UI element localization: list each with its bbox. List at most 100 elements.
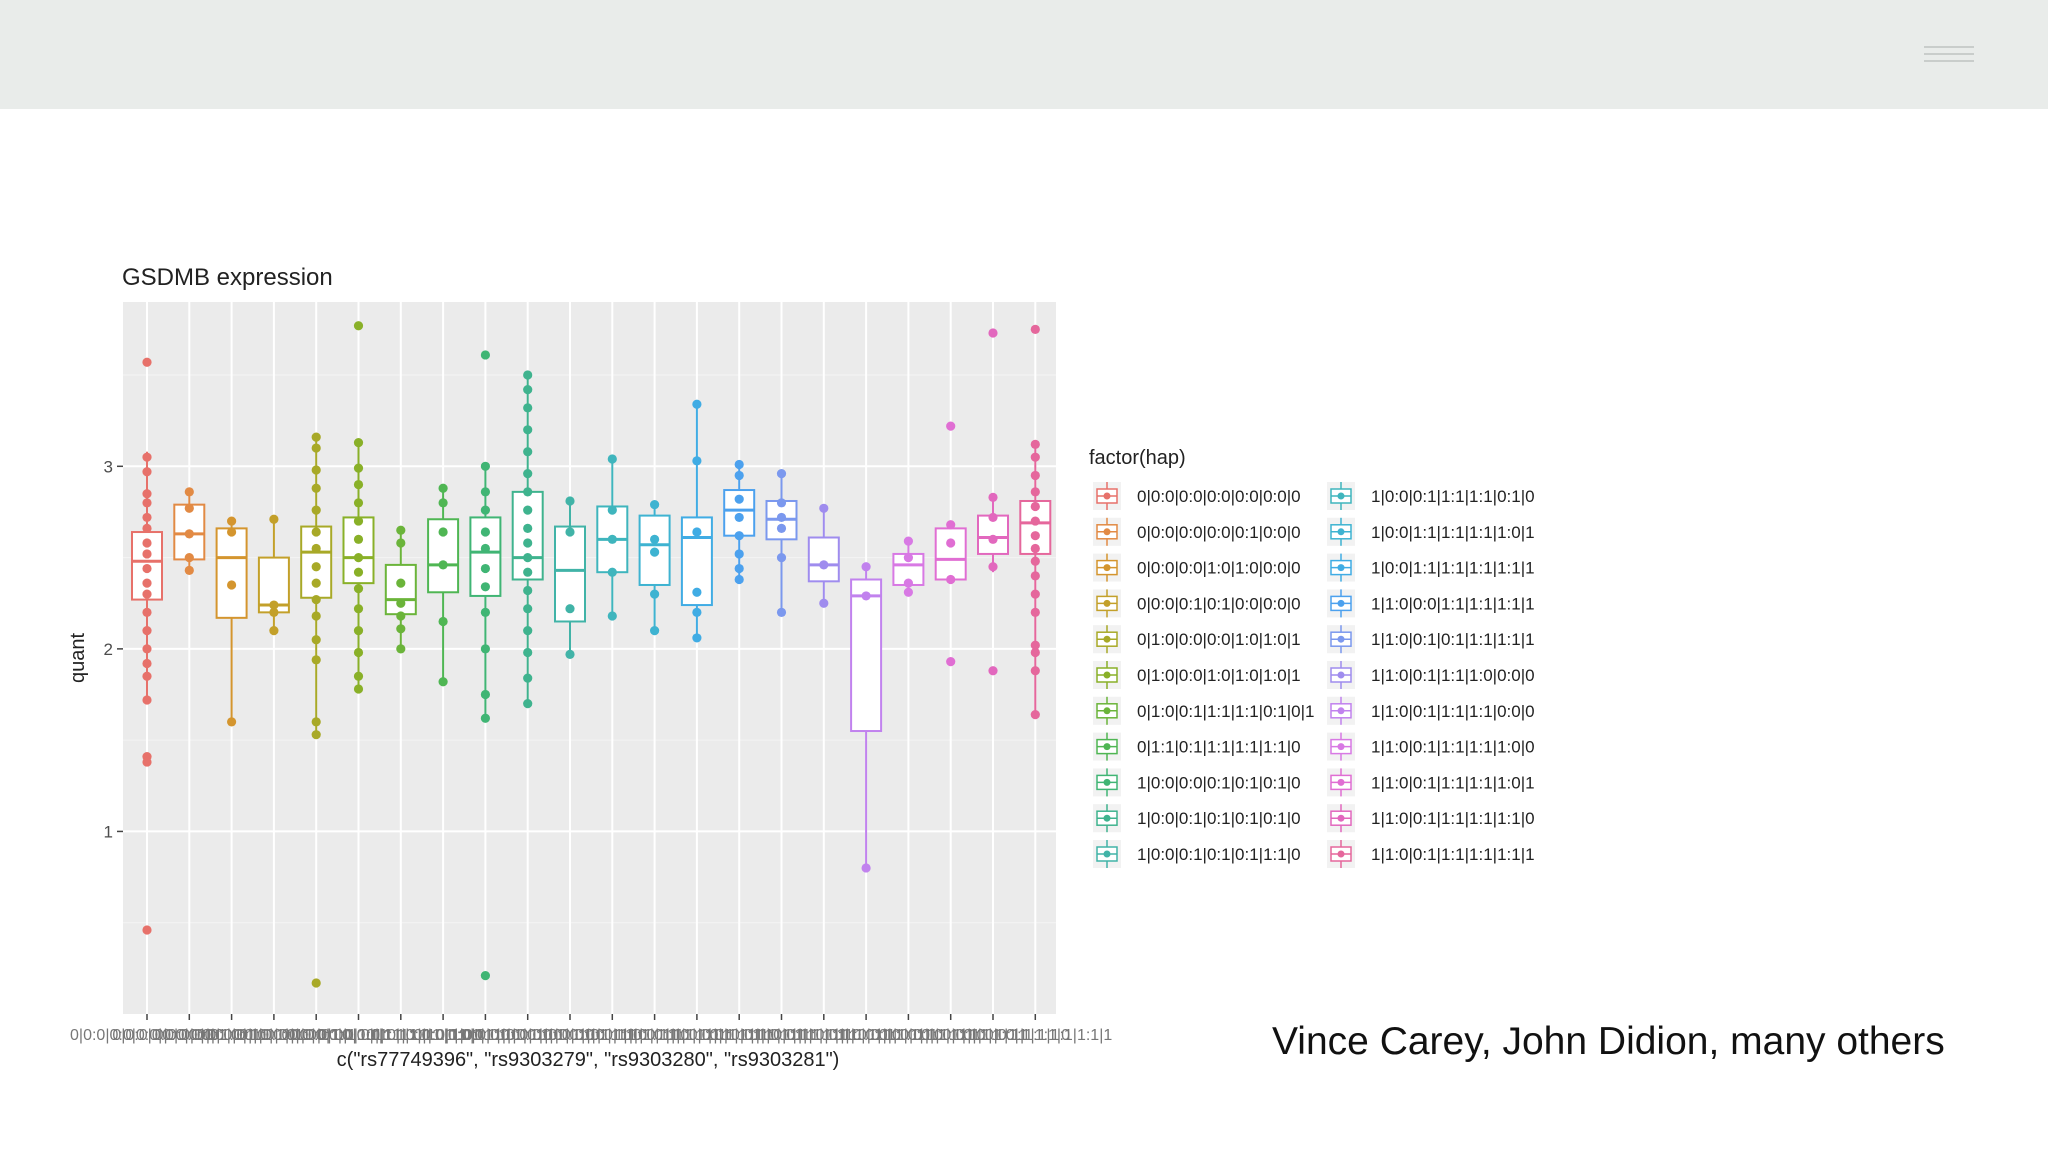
legend-label: 0|1:1|0:1|1:1|1:1|1:1|0 bbox=[1137, 738, 1301, 757]
data-point bbox=[523, 403, 533, 413]
data-point bbox=[523, 626, 533, 636]
x-tick-label: 0|0:0|0:0|0:0|0:0|0:0|0 bbox=[70, 1027, 224, 1044]
data-point bbox=[142, 578, 152, 588]
y-tick-label: 2 bbox=[104, 640, 113, 659]
data-point bbox=[523, 425, 533, 435]
data-point bbox=[903, 578, 914, 588]
data-point bbox=[311, 717, 321, 727]
data-point bbox=[311, 730, 321, 740]
credit-text: Vince Carey, John Didion, many others bbox=[1272, 1020, 1945, 1063]
data-point bbox=[1030, 543, 1040, 554]
data-point bbox=[142, 644, 152, 654]
data-point bbox=[438, 483, 448, 493]
data-point bbox=[311, 443, 321, 453]
data-point bbox=[1030, 470, 1040, 481]
data-point bbox=[523, 385, 533, 395]
data-point bbox=[269, 600, 279, 610]
box bbox=[934, 527, 967, 581]
data-point bbox=[438, 527, 448, 537]
data-point bbox=[184, 565, 194, 575]
data-point bbox=[311, 543, 321, 554]
data-point bbox=[142, 607, 152, 617]
data-point bbox=[650, 589, 660, 599]
data-point bbox=[692, 399, 702, 409]
legend-key-point bbox=[1103, 850, 1111, 858]
hamburger-menu-icon[interactable] bbox=[1924, 44, 1976, 66]
legend-key-point bbox=[1103, 671, 1111, 679]
data-point bbox=[480, 505, 490, 515]
data-point bbox=[734, 563, 744, 574]
x-tick-label: 1|0:0|0:1|0:1|0:1|1:1|0 bbox=[493, 1027, 647, 1044]
data-point bbox=[523, 523, 533, 533]
data-point bbox=[523, 673, 533, 683]
data-point bbox=[311, 432, 321, 442]
data-point bbox=[396, 644, 406, 654]
data-point bbox=[142, 549, 152, 559]
data-point bbox=[565, 527, 575, 537]
data-point bbox=[396, 578, 406, 588]
data-point bbox=[353, 437, 364, 448]
data-point bbox=[269, 607, 279, 617]
x-tick-label: 1|0:0|0:1|1:1|1:1|0:1|0 bbox=[535, 1027, 689, 1044]
data-point bbox=[650, 547, 660, 557]
data-point bbox=[523, 604, 533, 614]
legend-label: 1|1:0|0:0|1:1|1:1|1:1|1 bbox=[1371, 594, 1535, 613]
data-point bbox=[819, 503, 829, 513]
legend-label: 1|0:0|1:1|1:1|1:1|1:0|1 bbox=[1371, 523, 1535, 542]
data-point bbox=[269, 626, 279, 636]
data-point bbox=[523, 469, 533, 479]
data-point bbox=[438, 677, 448, 687]
data-point bbox=[184, 552, 194, 563]
x-tick-label: 1|0:0|0:1|0:1|0:1|0:1|0 bbox=[451, 1027, 605, 1044]
data-point bbox=[227, 516, 237, 526]
data-point bbox=[353, 498, 364, 508]
data-point bbox=[353, 584, 364, 594]
legend-label: 0|0:0|0:0|0:0|0:0|0:0|0 bbox=[1137, 487, 1301, 506]
box bbox=[511, 490, 544, 581]
data-point bbox=[353, 479, 364, 490]
legend-label: 0|1:0|0:1|1:1|1:1|0:1|0|1 bbox=[1137, 702, 1314, 721]
data-point bbox=[353, 516, 364, 526]
data-point bbox=[353, 463, 364, 473]
data-point bbox=[565, 604, 575, 614]
x-tick-label: 0|0:0|0:1|0:1|0:0|0:0|0 bbox=[197, 1027, 351, 1044]
x-tick-label: 0|1:0|0:0|1:0|1:0|1:0|1 bbox=[282, 1027, 436, 1044]
plot-panel bbox=[123, 302, 1056, 1014]
data-point bbox=[396, 598, 406, 608]
legend-key-point bbox=[1103, 492, 1111, 500]
data-point bbox=[734, 470, 744, 481]
legend-label: 1|1:0|0:1|0:1|1:1|1:1|1 bbox=[1371, 630, 1535, 649]
data-point bbox=[142, 523, 152, 533]
data-point bbox=[353, 684, 364, 694]
data-point bbox=[142, 538, 152, 548]
data-point bbox=[480, 689, 490, 700]
data-point bbox=[311, 527, 321, 537]
legend-key-point bbox=[1103, 743, 1111, 751]
data-point bbox=[903, 587, 914, 597]
data-point bbox=[776, 498, 787, 508]
legend-key-point bbox=[1103, 599, 1111, 607]
data-point bbox=[607, 611, 617, 621]
x-tick-label: 1|1:0|0:1|0:1|1:1|1:1|1 bbox=[705, 1027, 859, 1044]
data-point bbox=[1030, 439, 1040, 449]
data-point bbox=[480, 582, 490, 592]
data-point bbox=[353, 567, 364, 577]
x-tick-label: 1|1:0|0:1|1:1|1:1|0:0|0 bbox=[789, 1027, 943, 1044]
data-point bbox=[692, 456, 702, 466]
data-point bbox=[650, 626, 660, 636]
data-point bbox=[650, 500, 660, 510]
data-point bbox=[523, 552, 533, 563]
data-point bbox=[227, 527, 237, 537]
data-point bbox=[734, 574, 744, 585]
legend-key-point bbox=[1103, 778, 1111, 786]
data-point bbox=[523, 370, 533, 380]
data-point bbox=[776, 607, 787, 617]
data-point bbox=[142, 498, 152, 508]
data-point bbox=[903, 536, 914, 546]
x-axis-title: c("rs77749396", "rs9303279", "rs9303280"… bbox=[337, 1049, 840, 1071]
chart-title: GSDMB expression bbox=[122, 264, 333, 291]
data-point bbox=[480, 644, 490, 654]
data-point bbox=[523, 505, 533, 515]
data-point bbox=[692, 527, 702, 537]
legend-key-point bbox=[1337, 599, 1345, 607]
